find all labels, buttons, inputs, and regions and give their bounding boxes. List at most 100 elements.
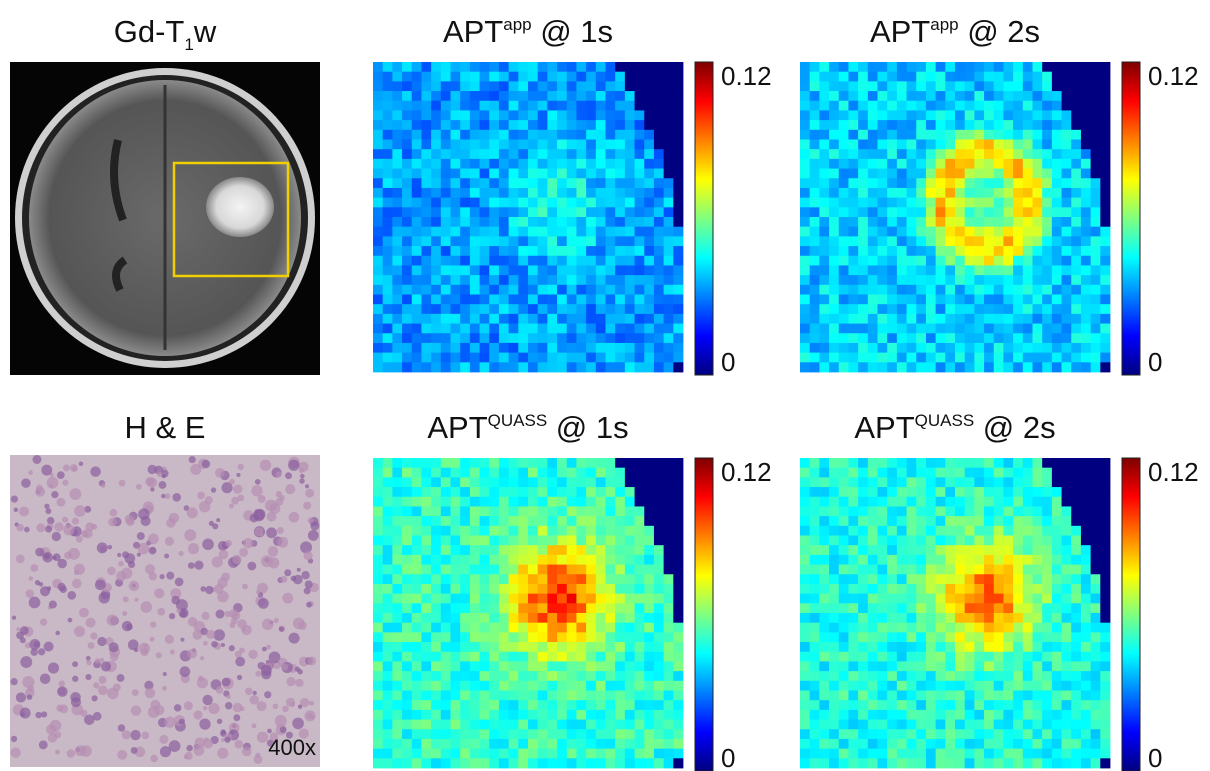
heatmap-cell (868, 178, 878, 188)
heatmap-cell (1100, 81, 1110, 91)
cell (259, 532, 263, 536)
heatmap-cell (868, 324, 878, 334)
heatmap-cell (489, 681, 499, 691)
heatmap-cell (635, 130, 645, 140)
heatmap-cell (829, 295, 839, 305)
heatmap-cell (868, 700, 878, 710)
heatmap-cell (1091, 565, 1101, 575)
heatmap-cell (974, 353, 984, 363)
cell (101, 661, 111, 671)
heatmap-cell (547, 169, 557, 179)
heatmap-cell (615, 477, 625, 487)
heatmap-cell (1100, 110, 1110, 120)
heatmap-cell (926, 526, 936, 536)
cell (209, 521, 214, 526)
cell (64, 552, 72, 560)
heatmap-cell (402, 217, 412, 227)
heatmap-cell (441, 256, 451, 266)
heatmap-cell (897, 671, 907, 681)
heatmap-cell (518, 681, 528, 691)
heatmap-cell (412, 749, 422, 759)
heatmap-cell (567, 275, 577, 285)
heatmap-cell (625, 169, 635, 179)
heatmap-cell (528, 198, 538, 208)
heatmap-cell (509, 642, 519, 652)
heatmap-cell (1003, 285, 1013, 295)
heatmap-cell (848, 62, 858, 72)
heatmap-cell (1091, 739, 1101, 749)
heatmap-cell (858, 246, 868, 256)
heatmap-cell (383, 343, 393, 353)
heatmap-cell (441, 236, 451, 246)
heatmap-cell (673, 749, 683, 759)
cell (208, 703, 219, 714)
heatmap-cell (489, 178, 499, 188)
heatmap-cell (916, 487, 926, 497)
heatmap-cell (392, 149, 402, 159)
heatmap-cell (810, 681, 820, 691)
heatmap-cell (518, 178, 528, 188)
heatmap-cell (615, 91, 625, 101)
heatmap-cell (460, 497, 470, 507)
heatmap-cell (499, 314, 509, 324)
heatmap-cell (829, 304, 839, 314)
heatmap-cell (557, 343, 567, 353)
heatmap-cell (431, 62, 441, 72)
heatmap-cell (1091, 72, 1101, 82)
heatmap-cell (810, 207, 820, 217)
heatmap-cell (1100, 169, 1110, 179)
heatmap-cell (460, 314, 470, 324)
heatmap-cell (402, 207, 412, 217)
heatmap-cell (994, 159, 1004, 169)
heatmap-cell (974, 285, 984, 295)
heatmap-cell (1003, 574, 1013, 584)
heatmap-cell (538, 613, 548, 623)
heatmap-cell (421, 458, 431, 468)
heatmap-cell (606, 120, 616, 130)
heatmap-cell (635, 324, 645, 334)
heatmap-cell (907, 81, 917, 91)
heatmap-cell (421, 613, 431, 623)
heatmap-cell (1081, 246, 1091, 256)
heatmap-cell (528, 584, 538, 594)
heatmap-cell (451, 526, 461, 536)
heatmap-cell (1091, 652, 1101, 662)
heatmap-cell (586, 681, 596, 691)
heatmap-cell (383, 468, 393, 478)
heatmap-cell (644, 198, 654, 208)
heatmap-cell (1033, 130, 1043, 140)
heatmap-cell (848, 120, 858, 130)
heatmap-cell (878, 140, 888, 150)
heatmap-cell (654, 739, 664, 749)
heatmap-cell (431, 198, 441, 208)
heatmap-cell (868, 343, 878, 353)
heatmap-cell (858, 536, 868, 546)
heatmap-cell (576, 72, 586, 82)
heatmap-cell (945, 739, 955, 749)
heatmap-cell (936, 671, 946, 681)
heatmap-cell (402, 343, 412, 353)
heatmap-cell (528, 545, 538, 555)
heatmap-cell (1071, 545, 1081, 555)
heatmap-cell (829, 632, 839, 642)
heatmap-cell (441, 526, 451, 536)
cell (122, 611, 127, 616)
heatmap-cell (1013, 739, 1023, 749)
heatmap-cell (1013, 227, 1023, 237)
heatmap-cell (538, 236, 548, 246)
heatmap-cell (800, 671, 810, 681)
heatmap-cell (1062, 159, 1072, 169)
heatmap-cell (1013, 198, 1023, 208)
heatmap-cell (829, 110, 839, 120)
heatmap-cell (489, 603, 499, 613)
heatmap-cell (800, 497, 810, 507)
heatmap-cell (470, 613, 480, 623)
heatmap-cell (383, 526, 393, 536)
heatmap-cell (644, 81, 654, 91)
heatmap-cell (654, 304, 664, 314)
heatmap-cell (1023, 149, 1033, 159)
heatmap-cell (810, 506, 820, 516)
heatmap-cell (1042, 594, 1052, 604)
heatmap-cell (1100, 227, 1110, 237)
heatmap-cell (1052, 497, 1062, 507)
